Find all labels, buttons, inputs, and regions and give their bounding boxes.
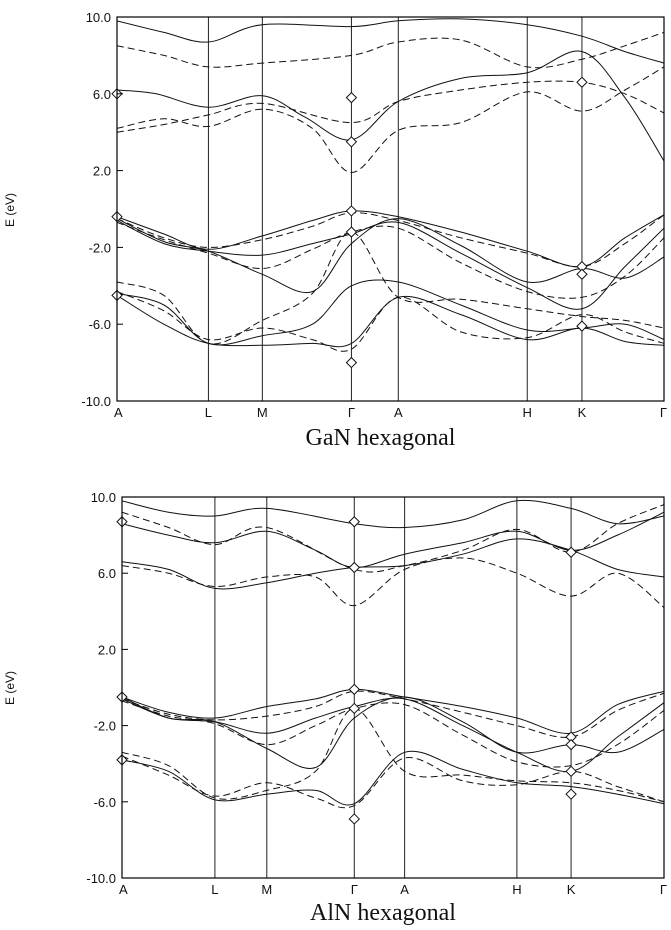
x-tick-label: A [400,882,409,897]
y-tick-label: 6.0 [98,566,116,581]
symmetry-point-marker [348,813,360,825]
chart-panel-1: 10.06.02.0-2.0-6.0-10.0A L M Γ A H K ΓE (eV)GaN… [3,10,667,451]
x-tick-label: Γ [348,405,355,420]
symmetry-point-marker [345,91,358,104]
symmetry-point-marker [576,76,588,88]
symmetry-point-marker [345,226,358,238]
y-tick-label: 10.0 [91,490,116,505]
y-axis-label: E (eV) [3,671,17,705]
symmetry-point-marker [565,738,577,751]
y-tick-label: -10.0 [81,394,111,409]
symmetry-point-marker [348,702,360,715]
y-tick-label: 2.0 [98,642,116,657]
y-tick-label: 2.0 [93,164,111,179]
symmetry-point-marker [345,205,358,217]
y-tick-label: 10.0 [86,10,111,25]
y-tick-label: 6.0 [93,87,111,102]
plot-frame [121,496,665,879]
band-line-5 [117,80,664,133]
band-line-1 [117,18,664,64]
y-tick-label: -2.0 [89,240,111,255]
band-line-7 [117,212,664,268]
symmetry-point-marker [348,516,360,528]
band-line-4 [122,557,664,608]
y-tick-label: -2.0 [94,719,116,734]
x-tick-label: M [261,882,272,897]
band-line-6 [122,688,664,734]
symmetry-point-marker [345,356,358,369]
chart-panel-2: 10.06.02.0-2.0-6.0-10.0A L M Γ A H K ΓE (eV)AlN… [3,490,667,926]
x-tick-label: L [211,882,218,897]
band-line-5 [122,538,664,590]
x-tick-label: H [512,882,521,897]
bands [122,499,664,809]
band-line-9 [117,221,664,299]
symmetry-point-marker [576,268,588,280]
band-line-1 [122,499,664,529]
plot-frame [116,16,665,402]
symmetry-point-marker [576,320,588,332]
band-line-4 [117,66,664,174]
band-line-12 [122,750,664,806]
x-tick-label: Γ [660,882,667,897]
band-line-3 [117,50,664,162]
chart-title: GaN hexagonal [306,425,456,451]
symmetry-point-marker [348,561,360,574]
band-line-3 [122,511,664,569]
symmetry-point-marker [565,788,577,800]
x-tick-label: A [119,882,128,897]
symmetry-point-marker [565,546,577,558]
chart-title: AlN hexagonal [310,900,456,926]
band-line-2 [117,31,664,69]
x-tick-label: H [523,405,532,420]
x-tick-label: A [114,405,123,420]
x-tick-label: M [257,405,268,420]
band-line-2 [122,504,664,573]
symmetry-point-marker [565,765,577,778]
band-line-11 [122,707,664,803]
x-tick-label: K [567,882,576,897]
x-tick-label: Γ [660,405,667,420]
x-tick-label: A [394,405,403,420]
x-tick-label: L [205,405,212,420]
band-line-9 [122,700,664,768]
symmetry-point-marker [348,683,360,696]
band-line-13 [117,291,664,352]
y-tick-label: -10.0 [86,871,116,886]
y-tick-label: -6.0 [94,795,116,810]
band-line-13 [122,755,664,809]
y-axis-label: E (eV) [3,193,17,227]
y-tick-label: -6.0 [89,317,111,332]
symmetry-point-marker [345,136,358,148]
x-tick-label: Γ [351,882,358,897]
x-tick-label: K [578,405,587,420]
